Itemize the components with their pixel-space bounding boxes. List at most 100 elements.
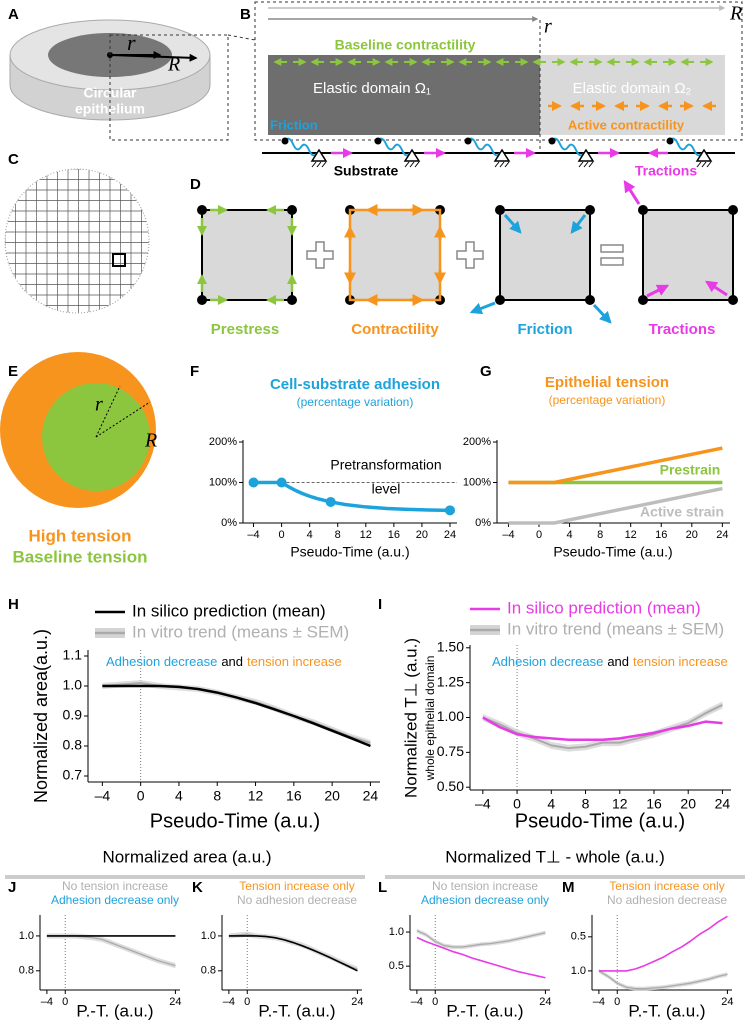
hatch bbox=[706, 161, 712, 168]
chart-subtitle: (percentage variation) bbox=[297, 395, 414, 409]
hatch bbox=[316, 161, 322, 168]
x-tick-label: 0 bbox=[432, 996, 438, 1008]
legend-label: In silico prediction (mean) bbox=[132, 601, 326, 620]
x-tick-label: –4 bbox=[475, 796, 491, 812]
chart-subtitle: Adhesion decrease only bbox=[421, 893, 549, 907]
node bbox=[728, 295, 738, 305]
x-tick-label: 12 bbox=[360, 529, 372, 541]
panel-label: M bbox=[562, 879, 575, 896]
y-axis-label: Normalized area(a.u.) bbox=[31, 629, 51, 803]
label: Elastic domain Ω₁ bbox=[313, 80, 431, 97]
y-tick-label: 0% bbox=[475, 517, 491, 529]
x-tick-label: 4 bbox=[567, 529, 573, 541]
arrow bbox=[646, 284, 670, 298]
hatch bbox=[583, 161, 589, 168]
x-axis-label: Pseudo-Time (a.u.) bbox=[515, 810, 685, 832]
sem-band bbox=[228, 931, 358, 972]
x-tick-label: 12 bbox=[248, 788, 264, 804]
x-axis-label: P.-T. (a.u.) bbox=[258, 1001, 335, 1020]
label: R bbox=[144, 430, 157, 452]
element bbox=[201, 209, 293, 301]
y-axis-label: Normalized T⊥ (a.u.) bbox=[401, 638, 420, 798]
x-axis-label: Pseudo-Time (a.u.) bbox=[553, 544, 672, 560]
panel-label: F bbox=[190, 363, 199, 380]
panel-label: G bbox=[480, 363, 492, 380]
label: Active contractility bbox=[568, 117, 685, 132]
group-bar bbox=[385, 875, 745, 879]
term-label: Prestress bbox=[211, 321, 279, 338]
label: r bbox=[544, 16, 552, 38]
x-tick-label: 24 bbox=[716, 529, 728, 541]
y-tick-label: 0.8 bbox=[63, 737, 83, 753]
chart-subtitle: Tension increase only bbox=[609, 879, 724, 893]
sem-band bbox=[102, 680, 371, 746]
y-tick-label: 0.50 bbox=[437, 778, 464, 794]
series-line bbox=[598, 915, 728, 972]
arrow bbox=[570, 214, 587, 234]
label: Substrate bbox=[334, 163, 399, 179]
label: Tractions bbox=[635, 163, 697, 179]
zoom-box bbox=[109, 34, 229, 141]
x-tick-label: 20 bbox=[416, 529, 428, 541]
annotation-part: Adhesion decrease bbox=[492, 654, 603, 669]
chart-subtitle: (percentage variation) bbox=[549, 393, 666, 407]
element-edge bbox=[348, 208, 442, 302]
y-tick-label: 1.0 bbox=[389, 926, 404, 938]
y-tick-label: 1.1 bbox=[63, 647, 83, 663]
annotation: Adhesion decrease and tension increase bbox=[492, 654, 728, 669]
x-tick-label: –4 bbox=[411, 996, 423, 1008]
y-tick-label: 200% bbox=[463, 436, 491, 448]
node bbox=[197, 205, 207, 215]
x-axis-label: P.-T. (a.u.) bbox=[76, 1001, 153, 1020]
label: R bbox=[729, 3, 742, 25]
sem-band bbox=[598, 968, 728, 991]
radius-label: r bbox=[127, 30, 136, 55]
legend-label: In vitro trend (means ± SEM) bbox=[507, 619, 724, 638]
x-tick-label: 12 bbox=[612, 796, 628, 812]
series-line bbox=[508, 486, 723, 525]
label: Circular bbox=[84, 85, 137, 101]
hatch bbox=[409, 161, 415, 168]
node bbox=[638, 205, 648, 215]
x-tick-label: –4 bbox=[223, 996, 235, 1008]
panel-label: D bbox=[190, 176, 201, 193]
panel-label: H bbox=[8, 596, 19, 613]
y-tick-label: 0.7 bbox=[63, 767, 83, 783]
node bbox=[464, 137, 472, 145]
chart-subtitle: No tension increase bbox=[62, 879, 168, 893]
plus bbox=[456, 241, 484, 269]
y-tick-label: 0.5 bbox=[571, 931, 586, 943]
annotation-part: tension increase bbox=[247, 654, 342, 669]
y-tick-label: 1.0 bbox=[201, 930, 216, 942]
y-tick-label: 0.9 bbox=[63, 707, 83, 723]
equals bbox=[600, 257, 624, 266]
panel-label: A bbox=[8, 6, 19, 23]
x-tick-label: 16 bbox=[655, 529, 667, 541]
node bbox=[728, 205, 738, 215]
spring bbox=[377, 137, 411, 157]
x-tick-label: 4 bbox=[547, 796, 555, 812]
plus bbox=[306, 241, 334, 269]
term-label: Tractions bbox=[649, 321, 716, 338]
chart-title: Cell-substrate adhesion bbox=[270, 376, 440, 393]
label: High tension bbox=[29, 526, 132, 545]
y-axis-label: whole epithelial domain bbox=[423, 656, 437, 782]
radius-label: R bbox=[167, 54, 180, 76]
y-tick-label: 200% bbox=[209, 436, 237, 448]
node bbox=[585, 205, 595, 215]
series-line bbox=[482, 716, 723, 742]
group-title: Normalized T⊥ - whole (a.u.) bbox=[445, 847, 665, 866]
x-tick-label: 4 bbox=[175, 788, 183, 804]
arrow bbox=[704, 280, 728, 297]
mesh-outline bbox=[4, 168, 150, 314]
x-tick-label: 12 bbox=[625, 529, 637, 541]
marker bbox=[325, 496, 336, 507]
x-tick-label: 24 bbox=[539, 996, 551, 1008]
x-tick-label: 24 bbox=[715, 796, 731, 812]
spring bbox=[284, 137, 318, 157]
group-bar bbox=[5, 875, 365, 879]
hatch bbox=[578, 161, 584, 168]
y-tick-label: 1.0 bbox=[63, 677, 83, 693]
arrow bbox=[503, 214, 522, 234]
node bbox=[495, 295, 505, 305]
